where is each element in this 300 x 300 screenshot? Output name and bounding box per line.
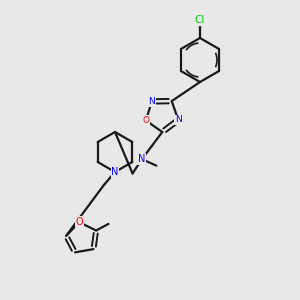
Text: O: O bbox=[142, 116, 149, 125]
Text: O: O bbox=[75, 217, 83, 227]
Text: N: N bbox=[138, 154, 146, 164]
Text: Cl: Cl bbox=[195, 15, 205, 25]
Text: N: N bbox=[175, 116, 181, 124]
Text: N: N bbox=[111, 167, 119, 177]
Text: N: N bbox=[148, 97, 155, 106]
